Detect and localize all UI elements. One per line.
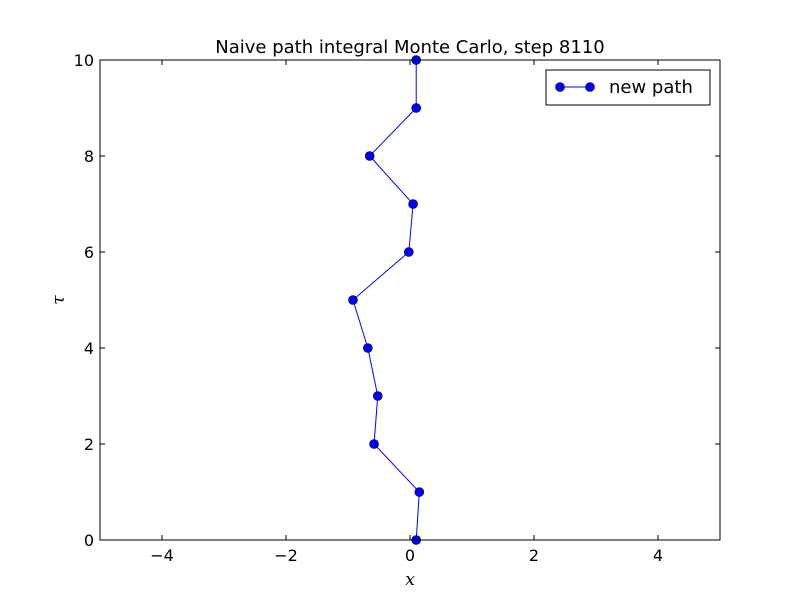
plot-area [348,55,425,545]
y-tick-label: 4 [84,339,94,358]
y-tick-label: 2 [84,435,94,454]
legend: new path [545,69,711,106]
x-axis-label: x [405,570,415,590]
y-tick-label: 10 [74,51,94,70]
y-axis-label: τ [49,295,69,305]
y-tick-label: 8 [84,147,94,166]
x-tick-label: 2 [529,546,539,565]
y-tick-label: 6 [84,243,94,262]
x-tick-label: −2 [274,546,298,565]
data-point [363,343,373,353]
data-point [372,391,383,401]
axes-frame [99,59,721,541]
x-tick-label: 0 [405,546,415,565]
data-point [403,247,414,257]
data-point [414,487,425,497]
data-point [364,151,375,161]
axis-ticks: −4 −2 0 2 4 0 2 4 6 8 10 [74,51,720,565]
data-point [411,103,422,113]
legend-marker-right [585,82,595,92]
data-point [408,199,418,209]
x-tick-label: 4 [653,546,663,565]
legend-label: new path [609,77,693,98]
legend-marker-left [555,82,565,92]
x-tick-label: −4 [150,546,174,565]
chart-title: Naive path integral Monte Carlo, step 81… [215,37,604,58]
y-tick-label: 0 [84,531,94,550]
data-point [369,439,379,449]
data-point [348,295,358,305]
